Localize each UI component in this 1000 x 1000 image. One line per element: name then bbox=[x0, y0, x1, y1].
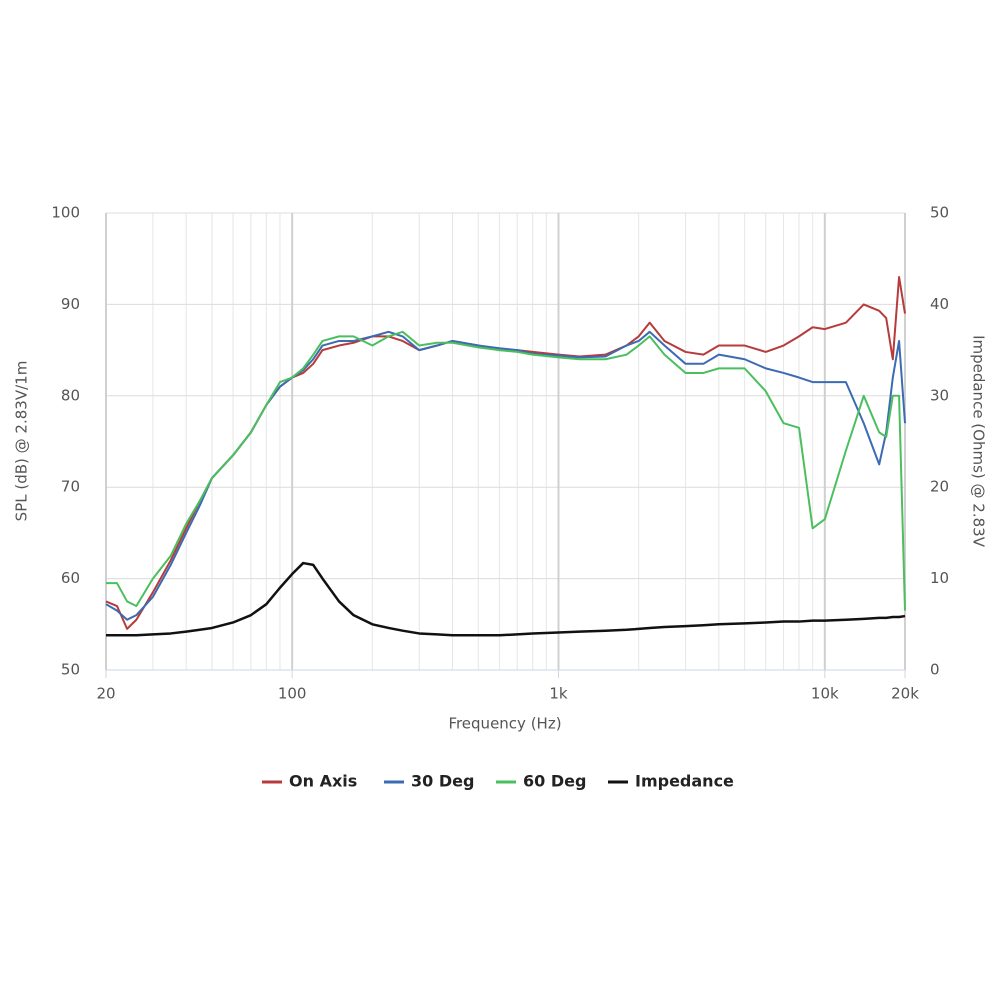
y2-tick-label: 20 bbox=[930, 478, 949, 496]
x-tick-label: 20k bbox=[891, 685, 919, 703]
legend-label: Impedance bbox=[635, 772, 734, 791]
x-tick-label: 20 bbox=[96, 685, 115, 703]
series-line bbox=[106, 330, 906, 611]
y-axis-title: SPL (dB) @ 2.83V/1m bbox=[13, 361, 31, 522]
legend-label: 60 Deg bbox=[523, 772, 586, 791]
series-line bbox=[105, 330, 906, 621]
y-tick-label: 90 bbox=[61, 295, 80, 313]
y-tick-label: 60 bbox=[61, 569, 80, 587]
series-line bbox=[105, 275, 906, 630]
series-line bbox=[106, 561, 906, 637]
legend-label: 30 Deg bbox=[411, 772, 474, 791]
x-axis-title: Frequency (Hz) bbox=[448, 715, 561, 733]
y-tick-label: 80 bbox=[61, 386, 80, 404]
legend-label: On Axis bbox=[289, 772, 357, 791]
x-tick-label: 10k bbox=[811, 685, 839, 703]
y-tick-label: 50 bbox=[61, 661, 80, 679]
y2-tick-label: 40 bbox=[930, 295, 949, 313]
y2-tick-label: 50 bbox=[930, 204, 949, 222]
y2-tick-label: 0 bbox=[930, 661, 940, 679]
y2-tick-label: 10 bbox=[930, 569, 949, 587]
x-tick-label: 1k bbox=[549, 685, 568, 703]
y2-tick-label: 30 bbox=[930, 386, 949, 404]
y-tick-label: 70 bbox=[61, 478, 80, 496]
x-tick-label: 100 bbox=[278, 685, 307, 703]
y2-axis-title: Impedance (Ohms) @ 2.83V bbox=[970, 335, 988, 548]
y-tick-label: 100 bbox=[51, 204, 80, 222]
